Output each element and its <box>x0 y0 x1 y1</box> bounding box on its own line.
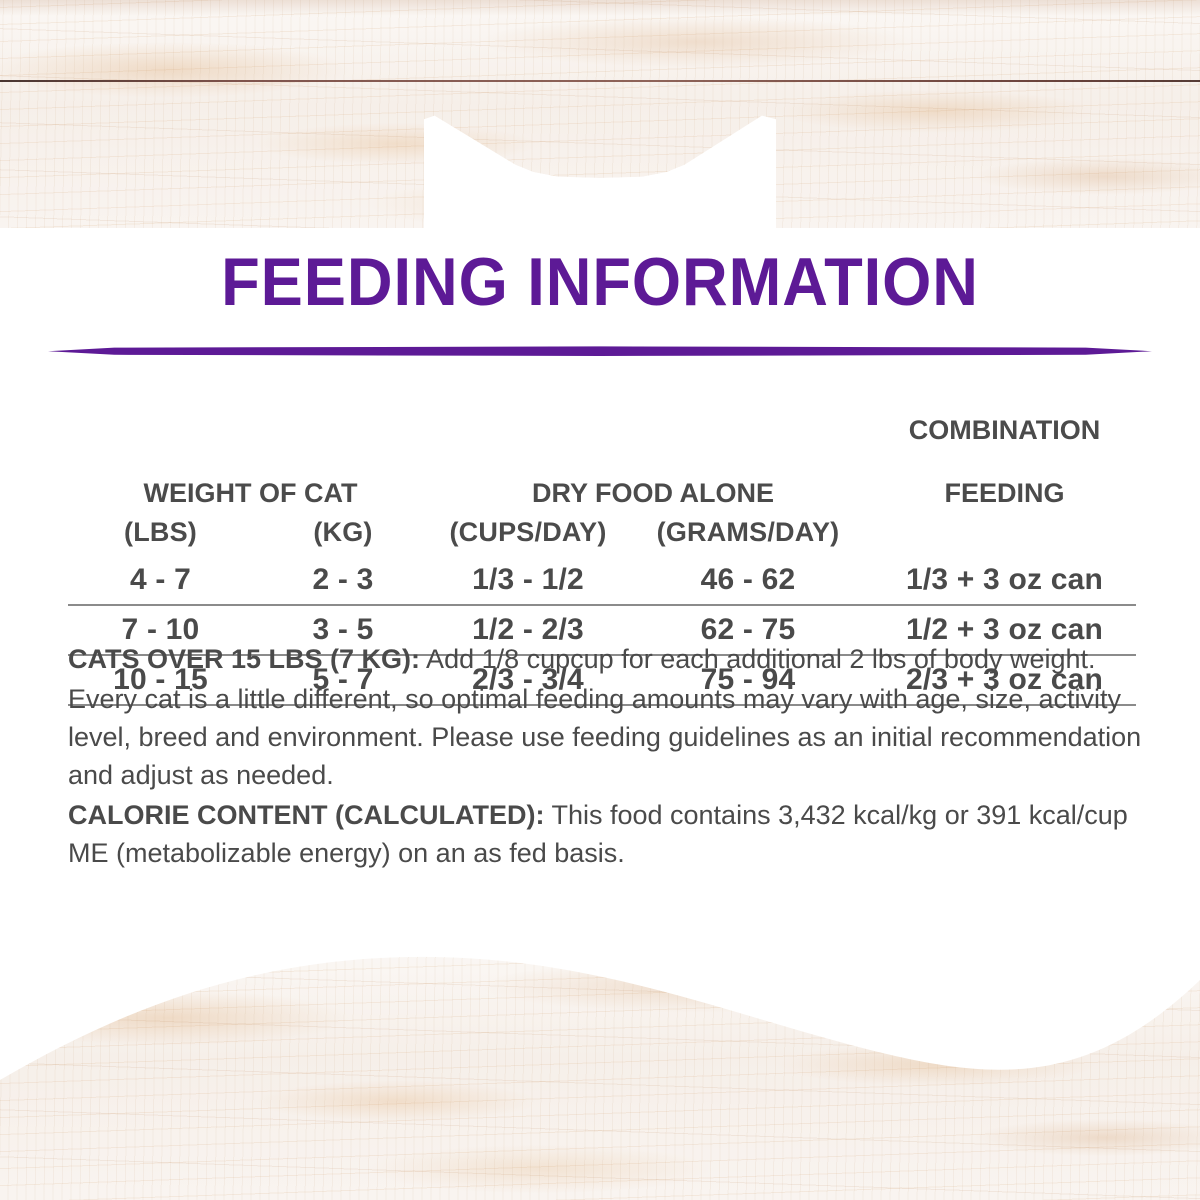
feeding-table: WEIGHT OF CAT DRY FOOD ALONE COMBINATION… <box>68 384 1136 707</box>
subheader-cups-per-day: (CUPS/DAY) <box>449 517 607 548</box>
header-combination: COMBINATION FEEDING <box>873 384 1136 517</box>
cell-lbs: 10 - 15 <box>68 654 253 707</box>
table-head: WEIGHT OF CAT DRY FOOD ALONE COMBINATION… <box>68 384 1136 556</box>
cell-combination: 1/2 + 3 oz can <box>873 604 1136 656</box>
cell-combination: 1/3 + 3 oz can <box>905 563 1104 597</box>
cell-grams: 75 - 94 <box>623 654 873 707</box>
cell-cups: 1/2 - 2/3 <box>433 604 623 656</box>
table-header-row: WEIGHT OF CAT DRY FOOD ALONE COMBINATION… <box>68 384 1136 517</box>
note-variation: Every cat is a little different, so opti… <box>68 684 1142 790</box>
header-weight-of-cat: WEIGHT OF CAT <box>143 477 358 508</box>
note-calorie-content: CALORIE CONTENT (CALCULATED): This food … <box>68 796 1148 872</box>
subheader-combination-spacer <box>873 517 1136 556</box>
cell-combination: 2/3 + 3 oz can <box>873 654 1136 707</box>
feeding-table-wrapper: WEIGHT OF CAT DRY FOOD ALONE COMBINATION… <box>68 384 1136 707</box>
cell-lbs: 7 - 10 <box>68 604 253 656</box>
subheader-lbs: (LBS) <box>124 517 197 548</box>
table-subheader-row: (LBS) (KG) (CUPS/DAY) (GRAMS/DAY) <box>68 517 1136 556</box>
note-calorie-text: This food contains 3,432 kcal/kg or 391 … <box>68 800 1128 868</box>
cell-cups: 1/3 - 1/2 <box>472 563 584 597</box>
header-combination-line1: COMBINATION <box>908 415 1101 446</box>
note-cats-over-15-text: Add 1/8 cupcup for each additional 2 lbs… <box>420 644 1096 674</box>
cell-grams: 62 - 75 <box>623 604 873 656</box>
subheader-grams-per-day: (GRAMS/DAY) <box>656 517 840 548</box>
cell-grams: 46 - 62 <box>700 563 796 597</box>
subheader-kg: (KG) <box>313 517 373 548</box>
cell-kg: 2 - 3 <box>312 563 374 597</box>
table-row: 7 - 10 3 - 5 1/2 - 2/3 62 - 75 1/2 + 3 o… <box>68 604 1136 656</box>
cell-kg: 3 - 5 <box>253 604 433 656</box>
cell-kg: 5 - 7 <box>253 654 433 707</box>
table-body: 4 - 7 2 - 3 1/3 - 1/2 46 - 62 1/3 + 3 oz… <box>68 556 1136 707</box>
cell-cups: 2/3 - 3/4 <box>433 654 623 707</box>
note-cats-over-15: CATS OVER 15 LBS (7 KG): Add 1/8 cupcup … <box>68 640 1148 678</box>
purple-divider <box>48 346 1152 356</box>
table-row: 10 - 15 5 - 7 2/3 - 3/4 75 - 94 2/3 + 3 … <box>68 654 1136 707</box>
note-cats-over-15-label: CATS OVER 15 LBS (7 KG): <box>68 644 421 674</box>
wood-texture-top <box>0 0 1200 232</box>
header-dry-food-alone: DRY FOOD ALONE <box>531 477 774 508</box>
cell-lbs: 4 - 7 <box>129 563 192 597</box>
table-row: 4 - 7 2 - 3 1/3 - 1/2 46 - 62 1/3 + 3 oz… <box>68 556 1136 605</box>
feeding-notes: CATS OVER 15 LBS (7 KG): Add 1/8 cupcup … <box>68 640 1148 874</box>
note-calorie-label: CALORIE CONTENT (CALCULATED): <box>68 800 545 830</box>
page-title: FEEDING INFORMATION <box>221 244 979 320</box>
header-combination-line2: FEEDING <box>944 477 1065 508</box>
